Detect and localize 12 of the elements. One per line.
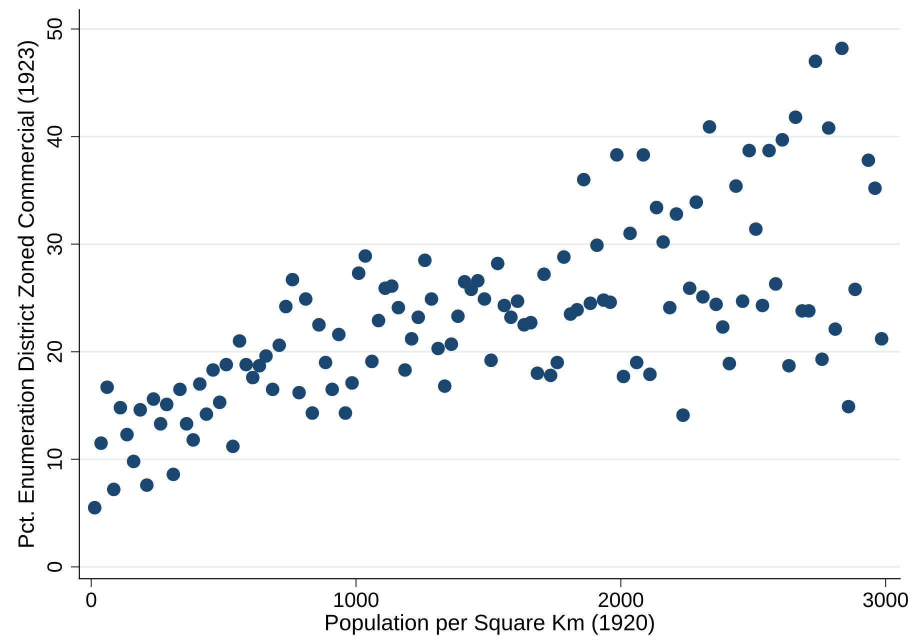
x-tick-label: 1000: [334, 592, 378, 608]
y-tick-label: 0: [47, 562, 62, 572]
y-tick-label: 50: [47, 18, 62, 40]
y-tick-label: 40: [47, 126, 62, 148]
x-tick-label: 3000: [863, 592, 908, 608]
y-tick-label: 10: [47, 448, 62, 470]
x-tick-label: 0: [86, 592, 96, 608]
x-axis-title: Population per Square Km (1920): [326, 614, 654, 635]
y-tick-label: 20: [47, 340, 62, 362]
y-axis-title: Pct. Enumeration District Zoned Commercial (1923): [18, 41, 38, 547]
y-tick-label: 30: [47, 233, 62, 255]
x-tick-label: 2000: [598, 592, 644, 608]
